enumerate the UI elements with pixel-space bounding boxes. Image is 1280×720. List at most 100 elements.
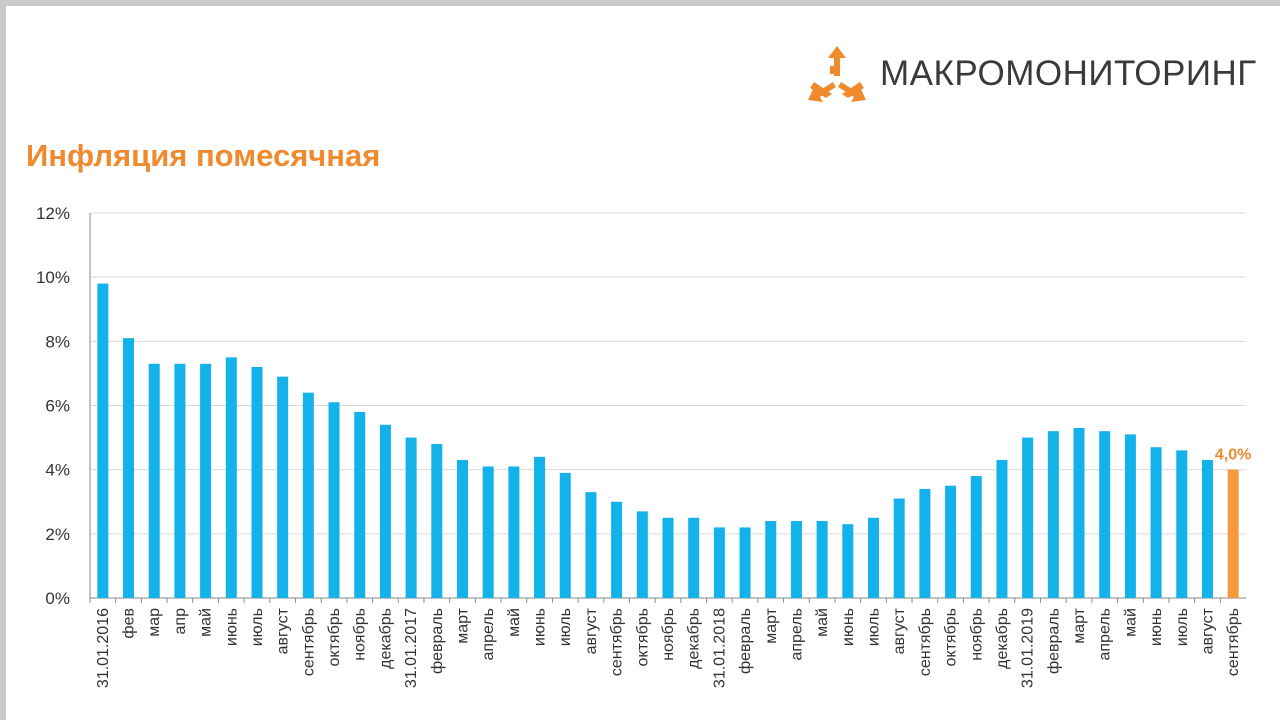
bar	[1201, 460, 1213, 598]
bar	[842, 524, 854, 598]
x-tick-label: февраль	[737, 608, 754, 674]
x-tick-label: октябрь	[943, 608, 960, 666]
x-tick-label: март	[763, 607, 780, 643]
bar	[662, 517, 674, 598]
bar	[1022, 437, 1034, 598]
bar	[148, 363, 160, 598]
x-tick-label: май	[198, 608, 215, 637]
x-tick-label: ноябрь	[968, 608, 985, 661]
x-tick-label: март	[454, 607, 471, 643]
bar	[508, 466, 520, 598]
bar	[200, 363, 212, 598]
x-tick-label: март	[1071, 607, 1088, 643]
x-tick-label: сентябрь	[300, 608, 317, 676]
bar	[1150, 447, 1162, 598]
x-tick-label: июнь	[532, 608, 549, 646]
bar	[431, 444, 443, 598]
x-tick-label: ноябрь	[660, 608, 677, 661]
x-tick-label: июнь	[1148, 608, 1165, 646]
bar	[534, 456, 546, 598]
bar	[611, 501, 623, 598]
y-tick-label: 4%	[45, 461, 70, 480]
bar	[225, 357, 237, 598]
x-tick-label: декабрь	[686, 608, 703, 669]
x-tick-label: апрель	[1097, 608, 1114, 661]
x-tick-label: апрель	[788, 608, 805, 661]
page-title: Инфляция помесячная	[26, 138, 381, 173]
x-tick-label: ноябрь	[352, 608, 369, 661]
bar	[1176, 450, 1188, 598]
x-tick-label: октябрь	[326, 608, 343, 666]
x-tick-label: 31.01.2017	[403, 608, 420, 688]
bar	[636, 511, 648, 598]
x-tick-label: май	[506, 608, 523, 637]
bar	[1124, 434, 1136, 598]
bar	[688, 517, 700, 598]
y-tick-label: 8%	[45, 332, 70, 351]
bar	[354, 411, 366, 598]
tri-arrow-logo-icon	[808, 46, 866, 102]
bar	[790, 521, 802, 598]
bar	[893, 498, 905, 598]
bar	[328, 402, 340, 598]
x-tick-label: сентябрь	[1225, 608, 1242, 676]
x-tick-label: 31.01.2016	[95, 608, 112, 688]
bar	[868, 517, 880, 598]
x-tick-label: сентябрь	[917, 608, 934, 676]
bar	[945, 485, 957, 598]
x-tick-label: февраль	[1045, 608, 1062, 674]
bar	[559, 472, 571, 598]
x-tick-label: август	[891, 607, 908, 654]
x-tick-label: июль	[557, 608, 574, 646]
x-tick-label: май	[814, 608, 831, 637]
y-tick-label: 6%	[45, 397, 70, 416]
x-tick-label: 31.01.2018	[711, 608, 728, 688]
data-label: 4,0%	[1215, 447, 1251, 464]
bar	[123, 338, 135, 598]
x-tick-label: июнь	[840, 608, 857, 646]
bar	[302, 392, 314, 598]
bar	[739, 527, 751, 598]
x-tick-label: апрель	[480, 608, 497, 661]
x-tick-label: август	[275, 607, 292, 654]
bar	[585, 492, 597, 598]
bar	[970, 476, 982, 598]
bar	[482, 466, 494, 598]
bar	[174, 363, 186, 598]
bar-highlight	[1227, 469, 1239, 598]
x-tick-label: июль	[249, 608, 266, 646]
bar	[405, 437, 417, 598]
x-tick-label: октябрь	[634, 608, 651, 666]
bar	[1073, 427, 1085, 598]
bar	[379, 424, 391, 598]
x-tick-label: май	[1122, 608, 1139, 637]
x-tick-label: февраль	[429, 608, 446, 674]
bar	[919, 488, 931, 598]
bar	[816, 521, 828, 598]
bar	[277, 376, 289, 598]
x-tick-label: сентябрь	[609, 608, 626, 676]
y-tick-label: 0%	[45, 589, 70, 608]
bar	[97, 283, 109, 598]
bar	[1099, 431, 1111, 598]
x-tick-label: декабрь	[994, 608, 1011, 669]
x-tick-label: август	[583, 607, 600, 654]
x-tick-label: август	[1199, 607, 1216, 654]
bar	[251, 367, 263, 598]
x-tick-label: июль	[1174, 608, 1191, 646]
bar	[713, 527, 725, 598]
x-tick-label: мар	[146, 608, 163, 637]
x-tick-label: фев	[121, 608, 138, 639]
x-tick-label: июль	[866, 608, 883, 646]
y-tick-label: 12%	[36, 204, 70, 223]
x-tick-label: 31.01.2019	[1020, 608, 1037, 688]
bar	[996, 460, 1008, 598]
x-tick-label: декабрь	[377, 608, 394, 669]
y-tick-label: 2%	[45, 525, 70, 544]
bar	[1047, 431, 1059, 598]
brand-name: МАКРОМОНИТОРИНГ	[880, 54, 1257, 93]
brand-logo: МАКРОМОНИТОРИНГ	[804, 44, 1256, 106]
x-tick-label: апр	[172, 608, 189, 635]
